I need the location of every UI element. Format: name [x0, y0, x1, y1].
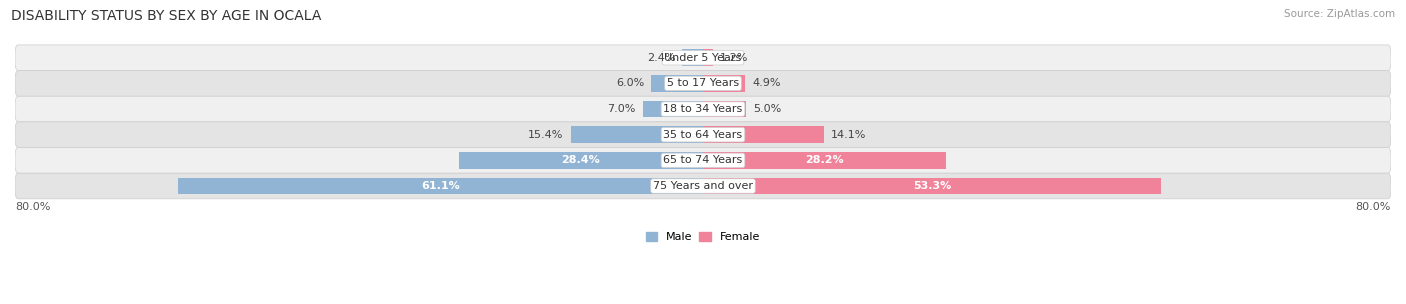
Legend: Male, Female: Male, Female: [641, 227, 765, 247]
Text: 7.0%: 7.0%: [607, 104, 636, 114]
Bar: [703, 126, 824, 143]
Bar: [571, 126, 703, 143]
FancyBboxPatch shape: [15, 96, 1391, 122]
Bar: [682, 50, 703, 66]
Bar: [703, 178, 1161, 194]
Text: 14.1%: 14.1%: [831, 130, 866, 140]
Bar: [703, 101, 747, 117]
Text: 53.3%: 53.3%: [912, 181, 952, 191]
Text: 18 to 34 Years: 18 to 34 Years: [664, 104, 742, 114]
Text: 65 to 74 Years: 65 to 74 Years: [664, 155, 742, 165]
Text: 1.2%: 1.2%: [720, 53, 748, 63]
Text: 5.0%: 5.0%: [752, 104, 782, 114]
Text: 15.4%: 15.4%: [529, 130, 564, 140]
Text: 28.2%: 28.2%: [806, 155, 844, 165]
Text: Under 5 Years: Under 5 Years: [665, 53, 741, 63]
Bar: [177, 178, 703, 194]
Text: DISABILITY STATUS BY SEX BY AGE IN OCALA: DISABILITY STATUS BY SEX BY AGE IN OCALA: [11, 9, 322, 23]
Bar: [703, 152, 945, 169]
FancyBboxPatch shape: [15, 122, 1391, 147]
Text: 80.0%: 80.0%: [15, 202, 51, 212]
Text: 5 to 17 Years: 5 to 17 Years: [666, 78, 740, 88]
Text: 80.0%: 80.0%: [1355, 202, 1391, 212]
Text: 61.1%: 61.1%: [420, 181, 460, 191]
Text: 75 Years and over: 75 Years and over: [652, 181, 754, 191]
Text: 4.9%: 4.9%: [752, 78, 780, 88]
FancyBboxPatch shape: [15, 173, 1391, 199]
FancyBboxPatch shape: [15, 147, 1391, 173]
Bar: [703, 50, 713, 66]
FancyBboxPatch shape: [15, 71, 1391, 96]
Bar: [703, 75, 745, 92]
Text: 2.4%: 2.4%: [647, 53, 675, 63]
Text: 28.4%: 28.4%: [561, 155, 600, 165]
Text: 35 to 64 Years: 35 to 64 Years: [664, 130, 742, 140]
Text: 6.0%: 6.0%: [616, 78, 644, 88]
Bar: [651, 75, 703, 92]
Bar: [458, 152, 703, 169]
FancyBboxPatch shape: [15, 45, 1391, 71]
Bar: [643, 101, 703, 117]
Text: Source: ZipAtlas.com: Source: ZipAtlas.com: [1284, 9, 1395, 19]
